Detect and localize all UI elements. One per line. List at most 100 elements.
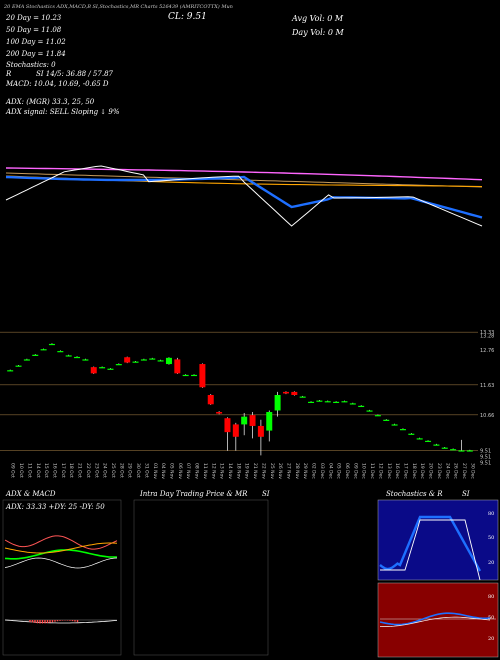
candle-body: [391, 424, 398, 426]
candle-body: [383, 419, 390, 421]
close-label: CL: 9.51: [168, 12, 207, 22]
candle-body: [366, 410, 373, 412]
candle-body: [282, 391, 289, 394]
candle-body: [416, 438, 423, 440]
date-tick-label: 13 Nov: [219, 463, 225, 479]
candle-body: [358, 405, 365, 408]
adx-plus-di-line: [4, 549, 117, 560]
date-tick-label: 09 Dec: [352, 463, 358, 479]
date-tick-label: 31 Oct: [143, 463, 149, 478]
macd-line: [4, 619, 118, 624]
candle-body: [232, 424, 239, 437]
date-tick-label: 17 Dec: [402, 463, 408, 479]
intraday-si-label: SI: [262, 490, 270, 498]
date-tick-label: 14 Nov: [227, 463, 233, 479]
date-tick-label: 11 Nov: [202, 463, 208, 479]
date-tick-label: 23 Oct: [93, 463, 99, 478]
date-tick-label: 07 Nov: [185, 463, 191, 479]
date-tick-label: 30 Dec: [469, 463, 475, 479]
date-tick-label: 25 Nov: [269, 463, 275, 479]
candle-body: [107, 368, 114, 370]
si-tick-50: 50: [488, 615, 495, 621]
candle-body: [23, 359, 30, 361]
date-tick-label: 26 Dec: [453, 463, 459, 479]
date-tick-label: 19 Dec: [419, 463, 425, 479]
candle-body: [40, 349, 47, 351]
candle-body: [140, 359, 147, 361]
date-tick-label: 18 Oct: [68, 463, 74, 478]
candle-body: [48, 343, 55, 346]
avg-vol-label: Avg Vol: 0 M: [292, 14, 344, 23]
ema-200-label: 200 Day = 11.84: [6, 50, 66, 58]
candle-body: [74, 356, 81, 359]
date-tick-label: 14 Oct: [35, 463, 41, 478]
date-tick-label: 11 Oct: [26, 463, 32, 478]
stoch-tick-20: 20: [488, 560, 495, 566]
price-tick-label: 13.28: [480, 334, 494, 340]
date-tick-label: 04 Nov: [160, 463, 166, 479]
adx-panel: [2, 499, 122, 656]
date-tick-label: 03 Dec: [319, 463, 325, 479]
stoch-k-line: [379, 515, 482, 572]
candle-body: [374, 415, 381, 417]
candle-body: [266, 412, 273, 431]
candle-body: [207, 395, 214, 405]
si-blue-line: [379, 612, 491, 626]
candle-body: [341, 401, 348, 403]
date-tick-label: 23 Dec: [436, 463, 442, 479]
si-tick-80: 80: [488, 594, 495, 600]
date-tick-label: 21 Oct: [77, 463, 83, 478]
date-tick-label: 26 Nov: [277, 463, 283, 479]
price-tick-label: 9.51: [480, 454, 491, 460]
stoch-tick-50: 50: [488, 535, 495, 541]
date-tick-label: 21 Nov: [252, 463, 258, 479]
date-tick-label: 22 Oct: [85, 463, 91, 478]
stochastics-label: Stochastics: 0: [6, 61, 56, 69]
stochastics-panel: [377, 499, 499, 581]
r-label: R: [6, 70, 12, 78]
date-tick-label: 06 Nov: [177, 463, 183, 479]
date-axis-labels: 09 Oct 10 Oct 11 Oct 14 Oct 15 Oct 16 Oct 17 O…: [10, 463, 476, 479]
stoch-panel-title: Stochastics & R: [386, 490, 443, 498]
candle-body: [182, 374, 189, 377]
candle-body: [199, 364, 206, 388]
date-tick-label: 12 Dec: [377, 463, 383, 479]
si-white-line: [379, 616, 491, 627]
candle-body: [308, 401, 315, 404]
candle-body: [32, 354, 39, 356]
intraday-panel: [133, 499, 269, 656]
date-tick-label: 28 Nov: [294, 463, 300, 479]
date-tick-label: 18 Dec: [411, 463, 417, 479]
date-tick-label: 19 Nov: [244, 463, 250, 479]
candle-body: [124, 357, 131, 363]
adx-minus-di-line: [4, 535, 118, 550]
date-tick-label: 17 Oct: [60, 463, 66, 478]
price-tick-label: 9.51: [480, 448, 491, 454]
candle-body: [57, 351, 64, 353]
candle-body: [99, 367, 106, 369]
price-tick-label: 9.51: [480, 460, 491, 466]
price-tick-label: 12.76: [480, 348, 494, 354]
date-tick-label: 12 Nov: [210, 463, 216, 479]
candle-body: [157, 360, 164, 362]
date-tick-label: 10 Oct: [18, 463, 24, 478]
candle-body: [450, 449, 457, 451]
candle-body: [399, 429, 406, 431]
ema-20-label: 20 Day = 10.23: [6, 14, 62, 22]
candle-body: [316, 400, 323, 402]
date-tick-label: 29 Oct: [127, 463, 133, 478]
candle-body: [115, 364, 122, 366]
stoch-d-line: [380, 519, 481, 581]
date-tick-label: 27 Nov: [285, 463, 291, 479]
ema-50-label: 50 Day = 11.08: [6, 26, 62, 34]
header-strip: 20 EMA Stochastics ADX,MACD,B SI,Stochas…: [4, 4, 233, 10]
candle-body: [191, 374, 198, 377]
adx-line: [4, 542, 118, 554]
stoch-si-label: SI: [462, 490, 470, 498]
date-tick-label: 13 Dec: [386, 463, 392, 479]
date-tick-label: 05 Dec: [336, 463, 342, 479]
price-tick-label: 11.63: [480, 383, 494, 389]
candle-body: [425, 440, 432, 443]
